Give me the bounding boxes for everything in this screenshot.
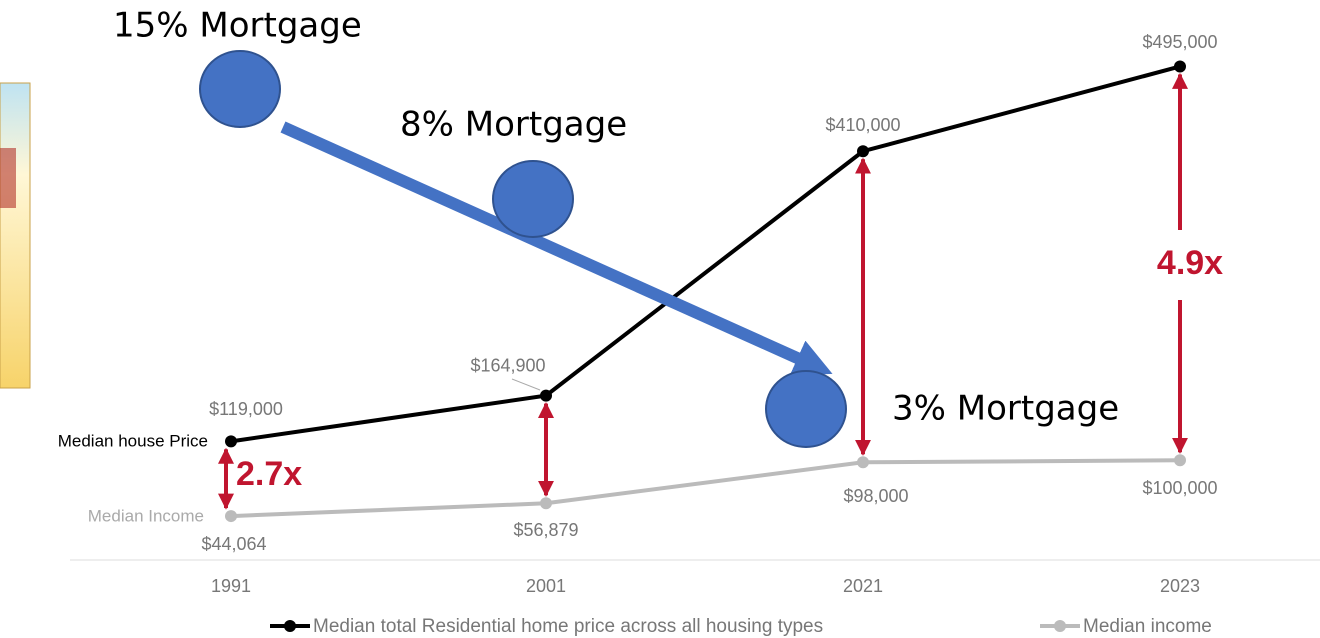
point <box>1174 454 1186 467</box>
point <box>225 510 237 523</box>
legend-label: Median income <box>1083 616 1212 637</box>
rate-circle <box>765 370 847 448</box>
value-label: $119,000 <box>209 399 283 419</box>
legend-marker <box>1054 620 1066 632</box>
ratio-label: 2.7x <box>236 455 302 493</box>
x-tick-label: 2021 <box>843 576 883 596</box>
rate-circle <box>492 160 574 238</box>
cropped-image-house <box>0 148 16 208</box>
value-label: $44,064 <box>201 534 266 554</box>
x-tick-label: 1991 <box>211 576 251 596</box>
rate-circle <box>199 50 281 128</box>
annotation: 8% Mortgage <box>400 105 627 145</box>
trend-arrow <box>280 121 833 376</box>
cropped-image <box>0 82 31 389</box>
point <box>1174 60 1186 73</box>
value-label: $410,000 <box>825 115 900 135</box>
point <box>857 145 869 158</box>
series-line <box>230 64 1181 444</box>
ratio-bg <box>1140 230 1230 300</box>
ratio-label: 4.9x <box>1157 244 1223 282</box>
annotation: 3% Mortgage <box>892 389 1119 429</box>
legend-marker <box>284 620 296 632</box>
point <box>540 497 552 510</box>
x-tick-label: 2023 <box>1160 576 1200 596</box>
value-label: $100,000 <box>1142 478 1217 498</box>
series-label: Median Income <box>88 506 204 525</box>
value-label: $56,879 <box>513 520 578 540</box>
x-tick-label: 2001 <box>526 576 566 596</box>
point <box>225 435 237 448</box>
legend-label: Median total Residential home price acro… <box>313 616 823 637</box>
leader-line <box>511 378 541 391</box>
value-label: $164,900 <box>470 355 545 375</box>
series-label: Median house Price <box>58 431 208 450</box>
series-line <box>230 458 1181 519</box>
value-label: $495,000 <box>1142 32 1217 52</box>
point <box>857 456 869 469</box>
point <box>540 389 552 402</box>
annotation: 15% Mortgage <box>113 6 362 46</box>
plot <box>218 60 1188 523</box>
value-label: $98,000 <box>843 486 908 506</box>
